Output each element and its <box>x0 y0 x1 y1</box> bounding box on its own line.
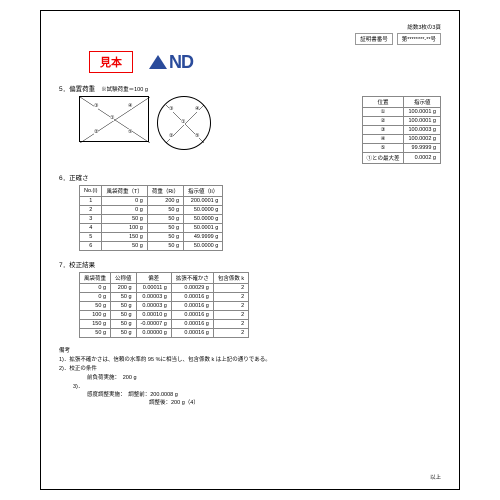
sec6-title: 6．正確さ <box>59 172 441 182</box>
page-number: 総数3枚の3頁 <box>59 23 441 31</box>
remark-2a: 前負荷実施： 200 g <box>87 373 441 381</box>
position-diagrams: ① ② ③ ④ ⑤ ① ② ③ ④ ⑤ <box>79 96 211 150</box>
logo-row: 見本 ND <box>89 51 441 73</box>
logo-text: ND <box>169 52 193 73</box>
cert-number: 第********-**号 <box>397 33 441 45</box>
circle-diagram: ① ② ③ ④ ⑤ <box>157 96 211 150</box>
calibration-certificate-page: 総数3枚の3頁 証明書番号 第********-**号 見本 ND 5．偏置荷重… <box>40 10 460 490</box>
remarks: 備考 1)．拡張不確かさは、信頼の水準約 95 %に相当し、包含係数 k は上記… <box>59 346 441 406</box>
remarks-title: 備考 <box>59 346 441 354</box>
remark-3: 3)． <box>73 384 83 390</box>
section-6: 6．正確さ No.(i)風袋荷重（T）荷重（Ri）指示値（Ii） 10 g200… <box>59 172 441 251</box>
header: 証明書番号 第********-**号 <box>59 33 441 45</box>
table-7: 風袋荷重公称値偏差拡張不確かさ包含係数 k 0 g200 g0.00011 g0… <box>79 272 249 338</box>
table-6: No.(i)風袋荷重（T）荷重（Ri）指示値（Ii） 10 g200 g200.… <box>79 185 223 251</box>
table-5: 位置指示値 ①100.0001 g ②100.0001 g ③100.0003 … <box>362 96 441 164</box>
cert-label: 証明書番号 <box>355 33 393 45</box>
and-logo: ND <box>149 52 193 73</box>
rect-diagram: ① ② ③ ④ ⑤ <box>79 96 149 142</box>
remark-2: 2)．校正の条件 <box>73 364 441 372</box>
sec7-title: 7．校正結果 <box>59 259 441 269</box>
section-7: 7．校正結果 風袋荷重公称値偏差拡張不確かさ包含係数 k 0 g200 g0.0… <box>59 259 441 338</box>
remark-1: 1)．拡張不確かさは、信頼の水準約 95 %に相当し、包含係数 k は上記の通り… <box>73 355 441 363</box>
sec5-title: 5．偏置荷重※試験荷重＝100 g <box>59 83 441 93</box>
sample-stamp: 見本 <box>89 51 133 73</box>
logo-triangle-icon <box>149 55 167 69</box>
remark-2c: 調整後：200 g（4） <box>149 398 441 406</box>
footer-end: 以上 <box>430 473 441 481</box>
remark-2b: 感度調整実施： 調整前：200.0008 g <box>87 390 441 398</box>
section-5: 5．偏置荷重※試験荷重＝100 g ① ② ③ ④ ⑤ ① ② ③ ④ ⑤ 位置… <box>59 83 441 164</box>
